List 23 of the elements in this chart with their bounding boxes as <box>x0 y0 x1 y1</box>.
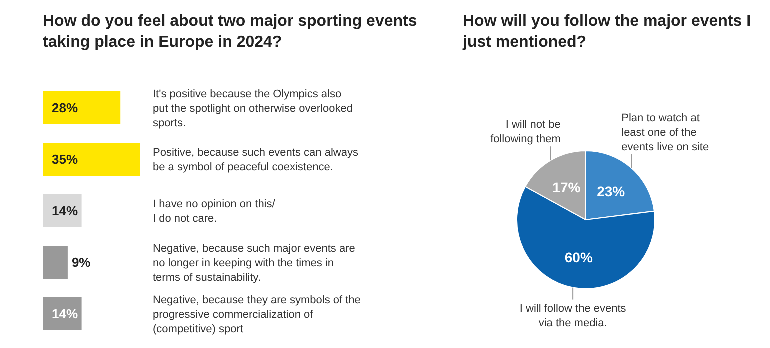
data-label: 17% <box>552 179 582 196</box>
slice-label: I will not be following them <box>490 119 561 146</box>
slice-label: Plan to watch at least one of the events live on site <box>622 112 710 154</box>
data-label: 28% <box>52 100 78 116</box>
data-label: 35% <box>52 152 78 167</box>
data-label: 14% <box>52 204 78 218</box>
y-tick-label: I have no opinion on this/ I do not care. <box>153 198 276 225</box>
data-label: 9% <box>72 255 92 270</box>
data-label: 14% <box>52 306 78 322</box>
data-label: 23% <box>597 184 626 200</box>
y-tick-label: Negative, because they are symbols of the progressive commercialization of (competitive) sport <box>153 294 361 336</box>
bar <box>43 246 68 279</box>
bar <box>43 143 140 176</box>
bar <box>43 194 82 228</box>
slice-label: I will follow the events via the media. <box>520 302 627 330</box>
bar <box>43 298 82 330</box>
chart-title: How will you follow the major events I just mentioned? <box>462 13 752 51</box>
y-tick-label: It's positive because the Olympics also put the spotlight on otherwise overlooked sports. <box>153 88 353 130</box>
data-label: 60% <box>564 249 594 266</box>
text: How do you feel about two major sporting events taking place in Europe in 2024? <box>43 13 418 51</box>
bar <box>43 92 121 124</box>
y-tick-label: Positive, because such events can always be a symbol of peaceful coexistence. <box>153 147 359 174</box>
y-tick-label: Negative, because such major events are no longer in keeping with the times in terms of sustainability. <box>153 243 356 284</box>
